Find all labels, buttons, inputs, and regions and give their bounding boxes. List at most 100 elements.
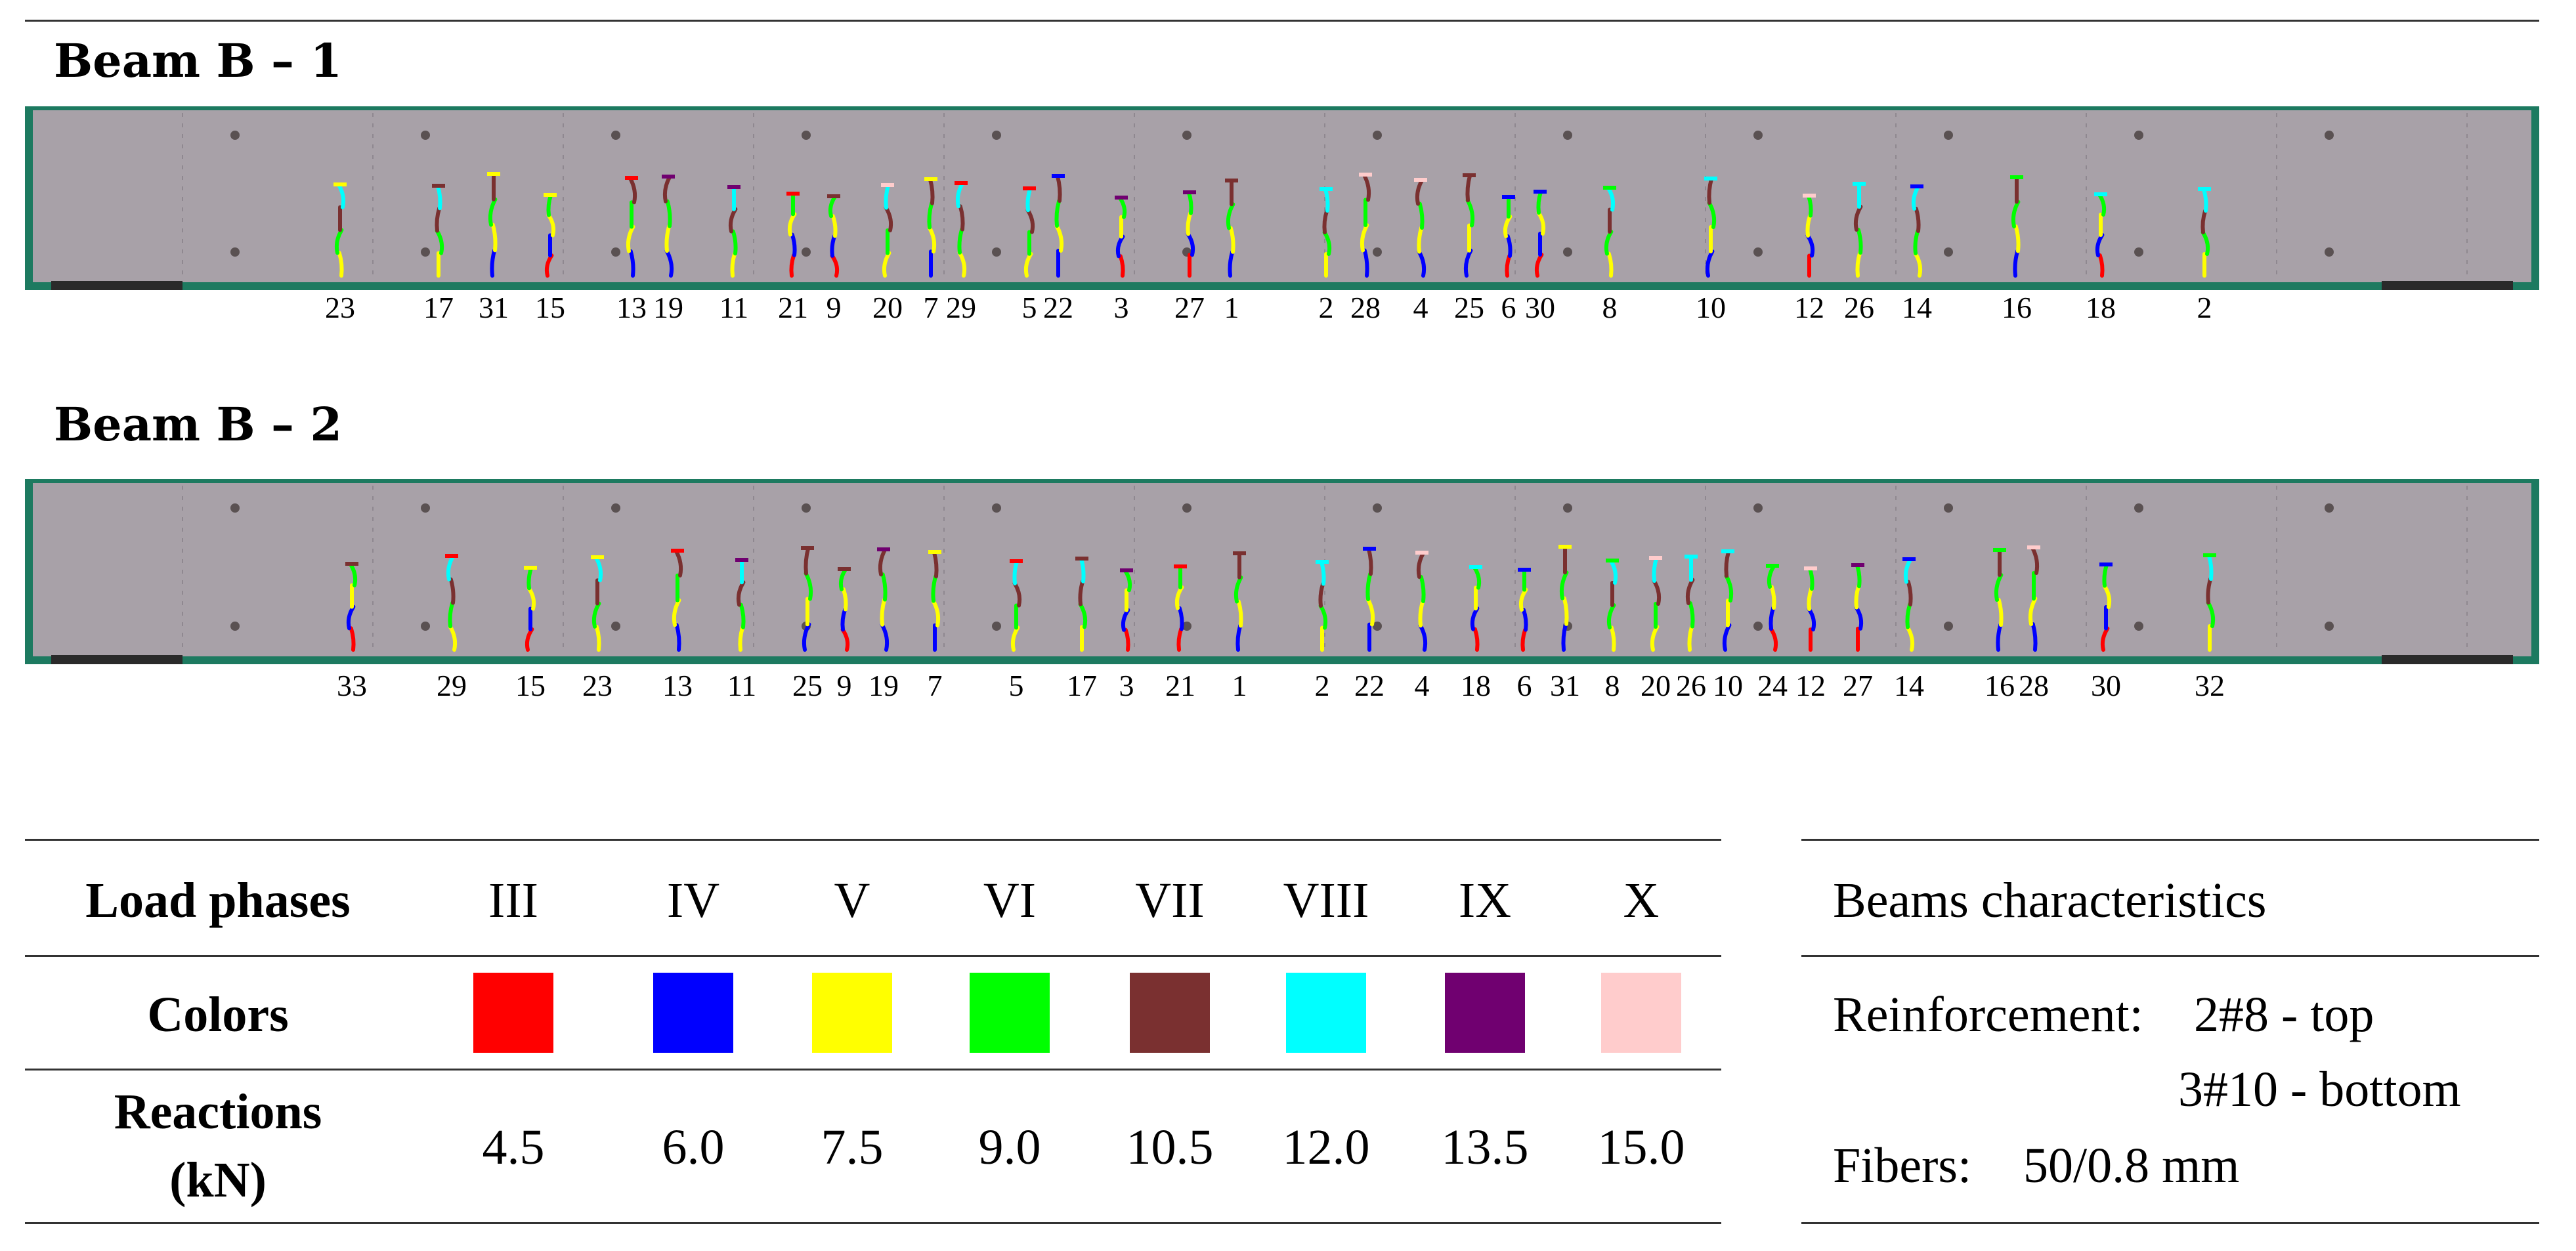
- crack-label: 31: [479, 291, 509, 324]
- phase-reaction-value: 7.5: [821, 1120, 884, 1175]
- phase-label: VIII: [1283, 873, 1369, 928]
- crack-label: 14: [1902, 291, 1932, 324]
- crack-label: 1: [1224, 291, 1239, 324]
- bolt: [421, 622, 430, 631]
- crack-segment: [594, 624, 601, 652]
- crack-segment: [664, 249, 674, 278]
- crack-label: 3: [1119, 669, 1134, 702]
- bolt: [992, 247, 1001, 257]
- crack-label: 5: [1021, 291, 1037, 324]
- crack-segment: [1463, 248, 1473, 278]
- crack-segment: [884, 205, 893, 232]
- crack-label: 19: [653, 291, 683, 324]
- crack-segment: [2206, 553, 2214, 581]
- crack-label: 28: [2019, 669, 2049, 702]
- left-support: [51, 281, 182, 290]
- phase-label: IV: [666, 873, 720, 928]
- crack-segment: [1687, 624, 1694, 652]
- crack-label: 9: [836, 669, 852, 702]
- crack-label: 8: [1602, 291, 1618, 324]
- crack-label: 1: [1232, 669, 1247, 702]
- crack-segment: [1417, 249, 1427, 278]
- crack-segment: [1906, 580, 1913, 606]
- crack-label: 6: [1501, 291, 1516, 324]
- fibers-value: 50/0.8 mm: [2023, 1138, 2240, 1193]
- crack-label: 5: [1008, 669, 1024, 702]
- bolt: [1753, 131, 1763, 140]
- crack-segment: [1562, 596, 1569, 626]
- crack-segment: [1914, 207, 1921, 233]
- crack-segment: [435, 228, 444, 255]
- crack-label: 17: [423, 291, 454, 324]
- crack-segment: [1054, 224, 1064, 253]
- crack-label: 10: [1696, 291, 1726, 324]
- crack-label: 6: [1516, 669, 1532, 702]
- crack-segment: [1650, 625, 1660, 652]
- crack-segment: [1465, 198, 1475, 228]
- crack-segment: [1905, 603, 1912, 629]
- concrete-beam-surface: [33, 110, 2531, 282]
- left-support: [51, 655, 182, 664]
- beam-2-crack-labels: 33 29 15 23 13 11 25 9 19 7 5 17 3 21 1 2 22 4 18 6 31 8 20 26 1…: [0, 668, 2576, 714]
- colors-header: Colors: [147, 987, 289, 1042]
- crack-label: 3: [1113, 291, 1129, 324]
- bolt: [1944, 247, 1953, 257]
- crack-label: 7: [927, 669, 943, 702]
- crack-segment: [1415, 178, 1425, 206]
- crack-segment: [841, 587, 848, 612]
- crack-label: 14: [1894, 669, 1924, 702]
- crack-label: 19: [869, 669, 899, 702]
- crack-segment: [1235, 624, 1243, 652]
- crack-label: 29: [437, 669, 467, 702]
- crack-segment: [662, 175, 672, 203]
- bolt: [992, 503, 1001, 513]
- crack-segment: [2011, 200, 2021, 228]
- table-top-rule: [25, 839, 1721, 841]
- characteristics-title: Beams characteristics: [1833, 873, 2267, 928]
- crack-segment: [840, 607, 848, 632]
- crack-segment: [931, 599, 941, 627]
- table-mid-rule-2: [25, 1069, 1721, 1071]
- crack-segment: [1366, 547, 1373, 576]
- crack-segment: [957, 250, 967, 278]
- beam-2-image: [25, 479, 2539, 664]
- crack-segment: [1322, 209, 1329, 234]
- bolt: [1373, 622, 1382, 631]
- phase-reaction-value: 13.5: [1441, 1120, 1529, 1175]
- crack-label: 13: [662, 669, 693, 702]
- crack-segment: [626, 224, 635, 253]
- crack-label: 9: [826, 291, 842, 324]
- crack-segment: [1724, 574, 1734, 603]
- bolt: [230, 622, 240, 631]
- crack-label: 17: [1067, 669, 1097, 702]
- phase-color-swatch: [473, 973, 553, 1053]
- crack-label: 26: [1844, 291, 1874, 324]
- crack-segment: [1505, 234, 1513, 258]
- crack-segment: [674, 623, 681, 652]
- crack-segment: [731, 229, 738, 256]
- crack-segment: [958, 204, 965, 232]
- crack-segment: [1685, 578, 1695, 605]
- crack-segment: [1417, 226, 1424, 254]
- bolt: [1563, 131, 1572, 140]
- phase-reaction-value: 15.0: [1597, 1120, 1685, 1175]
- crack-segment: [2030, 622, 2038, 652]
- crack-label: 11: [727, 669, 757, 702]
- reinforcement-bottom: 3#10 - bottom: [2178, 1062, 2461, 1117]
- crack-segment: [880, 572, 888, 602]
- crack-label: 2: [1314, 669, 1330, 702]
- bolt: [2134, 622, 2143, 631]
- crack-segment: [1807, 587, 1814, 611]
- crack-label: 22: [1354, 669, 1385, 702]
- beam-1-photo: [25, 106, 2539, 290]
- crack-segment: [927, 225, 937, 254]
- reactions-header-line2: (kN): [169, 1153, 267, 1208]
- crack-segment: [674, 549, 683, 578]
- crack-label: 31: [1550, 669, 1580, 702]
- crack-segment: [1362, 248, 1369, 278]
- bolt: [1373, 247, 1382, 257]
- crack-segment: [1418, 624, 1428, 652]
- right-support: [2382, 655, 2513, 664]
- crack-segment: [1905, 625, 1915, 652]
- bolt: [1182, 503, 1191, 513]
